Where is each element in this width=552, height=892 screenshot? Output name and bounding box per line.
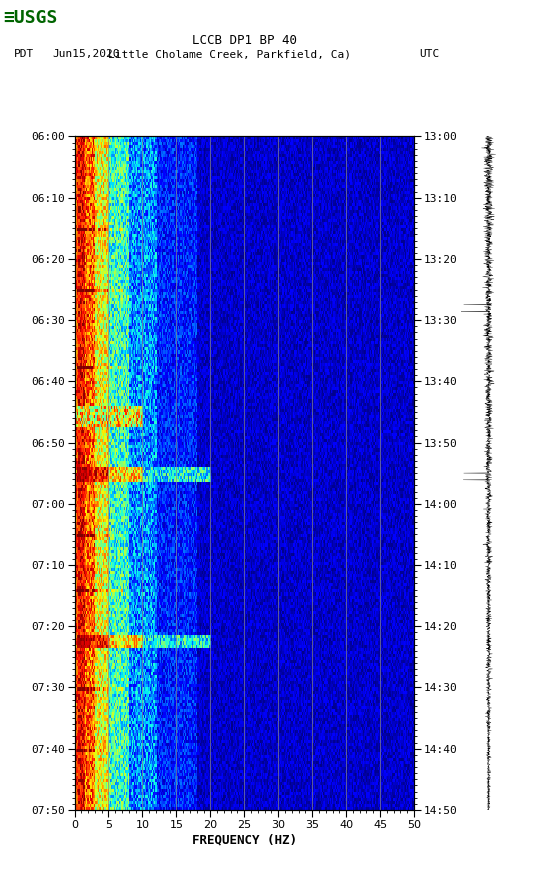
Text: ≡USGS: ≡USGS xyxy=(3,9,57,27)
Text: PDT: PDT xyxy=(14,49,34,59)
Text: Jun15,2020: Jun15,2020 xyxy=(52,49,120,59)
Text: LCCB DP1 BP 40: LCCB DP1 BP 40 xyxy=(192,34,297,47)
Text: Little Cholame Creek, Parkfield, Ca): Little Cholame Creek, Parkfield, Ca) xyxy=(108,49,351,59)
X-axis label: FREQUENCY (HZ): FREQUENCY (HZ) xyxy=(192,834,297,847)
Text: UTC: UTC xyxy=(420,49,440,59)
